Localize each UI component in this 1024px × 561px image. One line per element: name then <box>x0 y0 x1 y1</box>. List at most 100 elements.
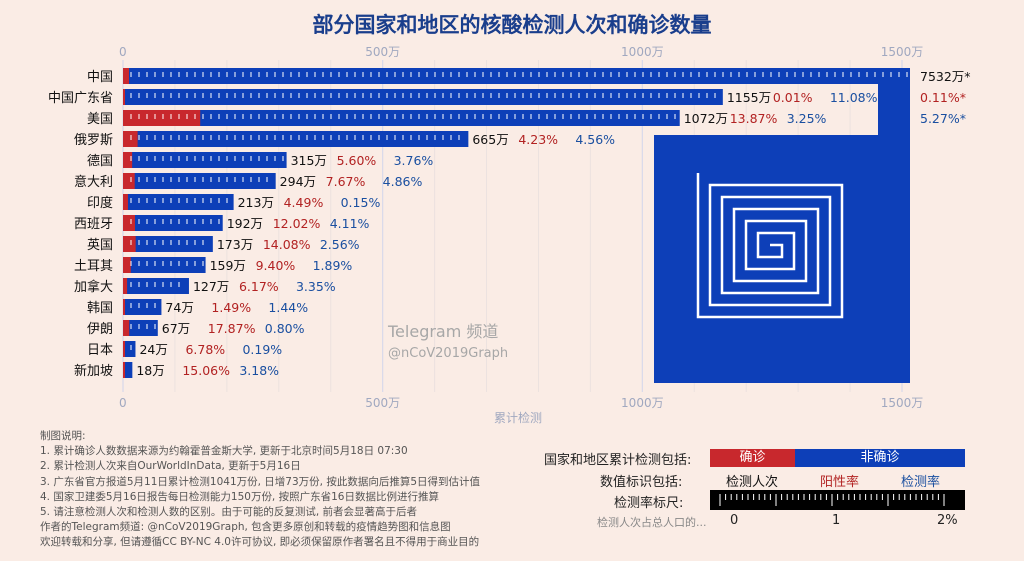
x-tick-label: 500万 <box>365 45 400 59</box>
bar-negative <box>123 257 206 273</box>
category-label: 土耳其 <box>74 259 113 274</box>
bar-negative <box>123 341 136 357</box>
category-label: 英国 <box>87 238 113 253</box>
bar-negative <box>123 110 680 126</box>
bar-positive <box>123 362 125 378</box>
bar-positive <box>123 194 128 210</box>
positive-rate-label: 14.08% <box>263 237 311 252</box>
legend-val-pos: 阳性率 <box>820 475 860 490</box>
bar-negative <box>123 194 234 210</box>
scale-tick-0: 0 <box>730 513 739 528</box>
x-axis-bottom: 0 500万 1000万 1500万 <box>119 396 923 410</box>
bar-positive <box>123 215 135 231</box>
test-rate-label: 3.25% <box>787 111 827 126</box>
bar-value-label: 192万 <box>227 216 263 231</box>
test-rate-label: 3.35% <box>296 279 336 294</box>
x-axis-label: 累计检测 <box>494 410 542 425</box>
spiral-line <box>696 173 844 319</box>
test-rate-label: 5.27%* <box>920 111 966 126</box>
positive-rate-label: 0.01% <box>773 90 813 105</box>
positive-rate-label: 4.49% <box>284 195 324 210</box>
x-tick-label: 0 <box>119 396 127 410</box>
positive-rate-label: 5.60% <box>337 153 377 168</box>
bar-positive <box>123 299 125 315</box>
bar-value-label: 1072万 <box>684 111 728 126</box>
chart-notes: 制图说明: 1. 累计确诊人数数据来源为约翰霍普金斯大学, 更新于北京时间5月1… <box>40 429 480 551</box>
test-rate-label: 3.76% <box>394 153 434 168</box>
category-label: 中国广东省 <box>48 91 113 106</box>
x-tick-label: 1500万 <box>881 396 924 410</box>
category-label: 美国 <box>87 112 113 127</box>
test-rate-label: 4.86% <box>383 174 423 189</box>
test-rate-label: 0.80% <box>265 321 305 336</box>
x-axis-top: 0 500万 1000万 1500万 <box>119 45 923 59</box>
bar-positive <box>123 110 201 126</box>
positive-rate-label: 9.40% <box>256 258 296 273</box>
bar-negative <box>123 89 723 105</box>
test-rate-label: 0.15% <box>341 195 381 210</box>
bar-positive <box>123 131 138 147</box>
note-line: 作者的Telegram频道: @nCoV2019Graph, 包含更多原创和转载… <box>40 521 451 534</box>
test-rate-label: 2.56% <box>320 237 360 252</box>
positive-rate-label: 13.87% <box>730 111 778 126</box>
category-label: 韩国 <box>87 301 113 316</box>
x-tick-label: 1000万 <box>621 396 664 410</box>
note-line: 制图说明: <box>40 430 86 442</box>
test-rate-label: 4.11% <box>330 216 370 231</box>
bar-positive <box>123 341 125 357</box>
bar-positive <box>123 278 128 294</box>
category-label: 新加坡 <box>74 363 113 379</box>
scale-tick-2: 2% <box>937 513 958 528</box>
china-overflow-spiral <box>654 72 910 383</box>
bar-negative <box>123 362 133 378</box>
legend-scale-label: 检测率标尺: <box>614 496 684 511</box>
category-label: 德国 <box>87 154 113 169</box>
category-label: 中国 <box>87 70 113 85</box>
bar-value-label: 159万 <box>210 258 246 273</box>
category-label: 印度 <box>87 195 113 211</box>
spiral-connector <box>878 72 910 152</box>
legend: 国家和地区累计检测包括: 确诊 非确诊 数值标识包括: 检测人次 阳性率 检测率… <box>530 447 970 557</box>
x-tick-label: 1500万 <box>881 45 924 59</box>
test-rate-label: 1.89% <box>313 258 353 273</box>
legend-val-tests: 检测人次 <box>726 475 779 490</box>
scale-tick-1: 1 <box>832 513 841 528</box>
bar-negative <box>123 236 213 252</box>
legend-composition-label: 国家和地区累计检测包括: <box>544 453 692 468</box>
positive-rate-label: 0.11%* <box>920 90 966 105</box>
category-label: 意大利 <box>74 174 113 190</box>
test-rate-label: 3.18% <box>239 363 279 378</box>
bar-value-label: 213万 <box>238 195 274 210</box>
bar-negative <box>123 173 276 189</box>
category-label: 伊朗 <box>87 322 113 337</box>
positive-rate-label: 6.78% <box>185 342 225 357</box>
positive-rate-label: 17.87% <box>208 321 256 336</box>
bar-positive <box>123 320 130 336</box>
category-label: 加拿大 <box>74 279 113 295</box>
bar-negative <box>123 68 910 84</box>
ruler-ticks <box>719 494 945 506</box>
watermark-handle: @nCoV2019Graph <box>388 346 508 361</box>
bar-value-label: 1155万 <box>727 90 771 105</box>
bar-positive <box>123 68 129 84</box>
bar-negative <box>123 320 158 336</box>
legend-positive-swatch: 确诊 <box>710 449 795 467</box>
bar-positive <box>123 236 136 252</box>
bar-value-label: 7532万* <box>920 69 971 84</box>
bar-value-label: 18万 <box>136 363 164 378</box>
legend-negative-swatch: 非确诊 <box>795 449 965 467</box>
bar-positive <box>123 173 135 189</box>
spiral-block <box>654 135 910 383</box>
note-line: 5. 请注意检测人次和检测人数的区别。由于可能的反复测试, 前者会显著高于后者 <box>40 506 418 519</box>
test-rate-label: 0.19% <box>242 342 282 357</box>
bar-negative <box>123 215 223 231</box>
note-line: 3. 广东省官方报道5月11日累计检测1041万份, 日增73万份, 按此数据向… <box>40 475 481 488</box>
bar-value-label: 74万 <box>165 300 193 315</box>
positive-rate-label: 6.17% <box>239 279 279 294</box>
bar-value-label: 665万 <box>472 132 508 147</box>
bar-negative <box>123 131 469 147</box>
bar-value-label: 67万 <box>162 321 190 336</box>
note-line: 2. 累计检测人次来自OurWorldInData, 更新于5月16日 <box>40 460 301 473</box>
bar-negative <box>123 152 287 168</box>
